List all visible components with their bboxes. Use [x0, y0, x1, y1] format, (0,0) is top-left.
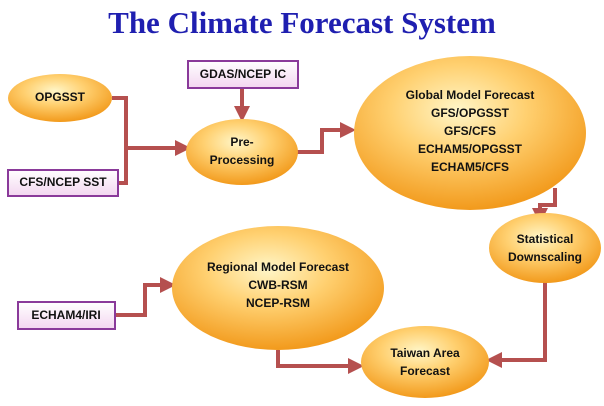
node-label: ECHAM4/IRI [31, 308, 100, 322]
node: Regional Model Forecast CWB-RSM NCEP-RSM [172, 226, 384, 350]
node-label: NCEP-RSM [246, 296, 310, 310]
node-label: Processing [210, 153, 275, 167]
arrow [276, 350, 364, 374]
node: Global Model Forecast GFS/OPGSST GFS/CFS… [354, 56, 586, 210]
node-label: Downscaling [508, 250, 582, 264]
connectors [112, 88, 557, 374]
arrow [112, 96, 191, 156]
node: Taiwan Area Forecast [361, 326, 489, 398]
node-label: GFS/CFS [444, 124, 496, 138]
node-label: OPGSST [35, 90, 86, 104]
node-label: GFS/OPGSST [431, 106, 510, 120]
node: CFS/NCEP SST [7, 169, 119, 197]
node: ECHAM4/IRI [17, 301, 116, 330]
node-label: ECHAM5/OPGSST [418, 142, 523, 156]
arrow [532, 188, 557, 224]
node: OPGSST [8, 74, 112, 122]
arrow [115, 277, 176, 317]
node-label: Global Model Forecast [406, 88, 535, 102]
node-label: Forecast [400, 364, 450, 378]
title: The Climate Forecast System [108, 5, 496, 40]
node-label: CWB-RSM [248, 278, 307, 292]
arrow [486, 282, 547, 368]
node: Pre- Processing [186, 119, 298, 185]
node-label: Taiwan Area [390, 346, 460, 360]
node-label: GDAS/NCEP IC [200, 67, 287, 81]
node-label: Pre- [230, 135, 253, 149]
arrow [297, 122, 356, 154]
node: GDAS/NCEP IC [187, 60, 299, 89]
arrow [118, 148, 128, 185]
node-label: CFS/NCEP SST [19, 175, 107, 189]
node: Statistical Downscaling [489, 213, 601, 283]
node-label: ECHAM5/CFS [431, 160, 509, 174]
node-label: Regional Model Forecast [207, 260, 349, 274]
node-label: Statistical [517, 232, 574, 246]
